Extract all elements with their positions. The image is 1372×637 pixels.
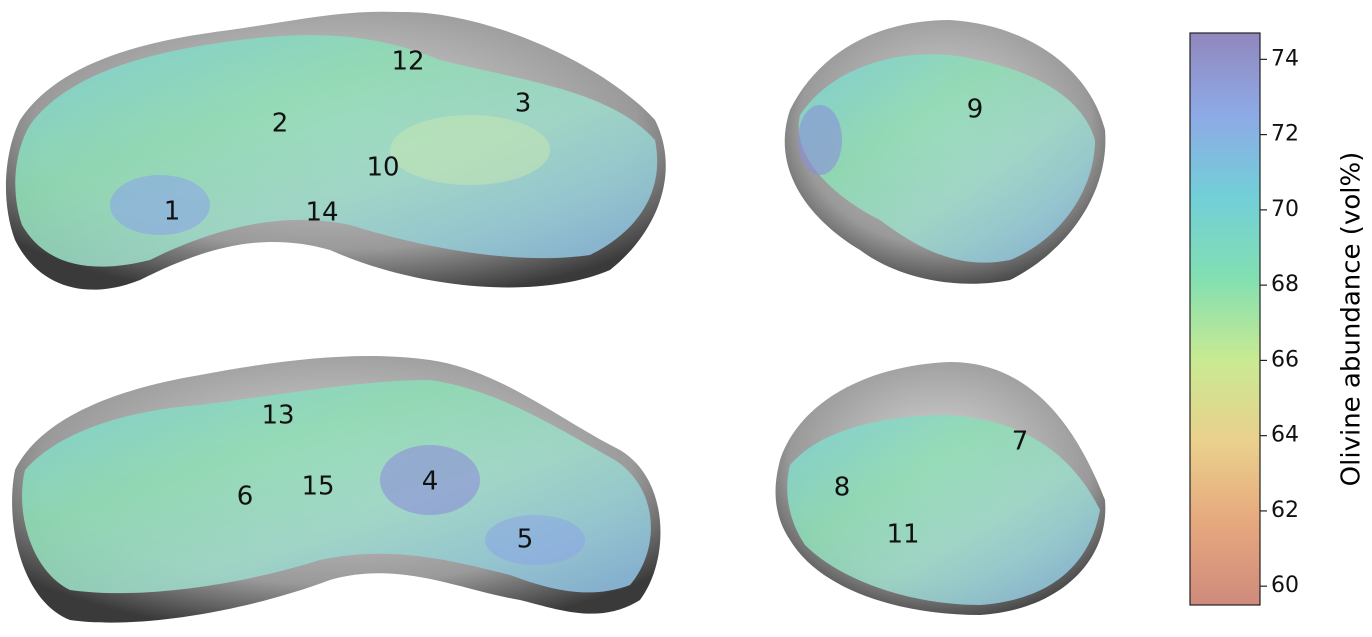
tick-label: 68 <box>1271 272 1299 297</box>
tick-label: 64 <box>1271 423 1299 448</box>
region-label: 1 <box>164 197 181 227</box>
region-label: 8 <box>834 473 851 503</box>
tick-label: 66 <box>1271 347 1299 372</box>
region-label: 2 <box>272 109 289 139</box>
region-label: 3 <box>515 89 532 119</box>
region-label: 12 <box>391 47 424 77</box>
region-label: 5 <box>517 525 534 555</box>
region-label: 7 <box>1012 427 1029 457</box>
region-label: 11 <box>886 520 919 550</box>
region-label: 9 <box>967 95 984 125</box>
tick-label: 72 <box>1271 122 1299 147</box>
region-label: 4 <box>422 467 439 497</box>
asteroid-top-right <box>784 20 1106 284</box>
tick-label: 70 <box>1271 197 1299 222</box>
region-labels: 1 2 3 10 12 14 13 6 15 4 5 9 7 8 11 <box>164 47 1029 555</box>
colorbar-label: Olivine abundance (vol%) <box>1337 152 1367 487</box>
tick-label: 62 <box>1271 498 1299 523</box>
region-label: 15 <box>301 472 334 502</box>
region-label: 13 <box>261 401 294 431</box>
region-label: 14 <box>305 198 338 228</box>
region-label: 10 <box>366 153 399 183</box>
tick-label: 74 <box>1271 46 1299 71</box>
asteroid-top-left <box>5 11 666 290</box>
tick-label: 60 <box>1271 573 1299 598</box>
colorbar <box>1189 32 1261 606</box>
asteroid-bottom-left <box>12 355 661 623</box>
asteroid-bottom-right <box>775 362 1106 615</box>
region-label: 6 <box>237 482 254 512</box>
